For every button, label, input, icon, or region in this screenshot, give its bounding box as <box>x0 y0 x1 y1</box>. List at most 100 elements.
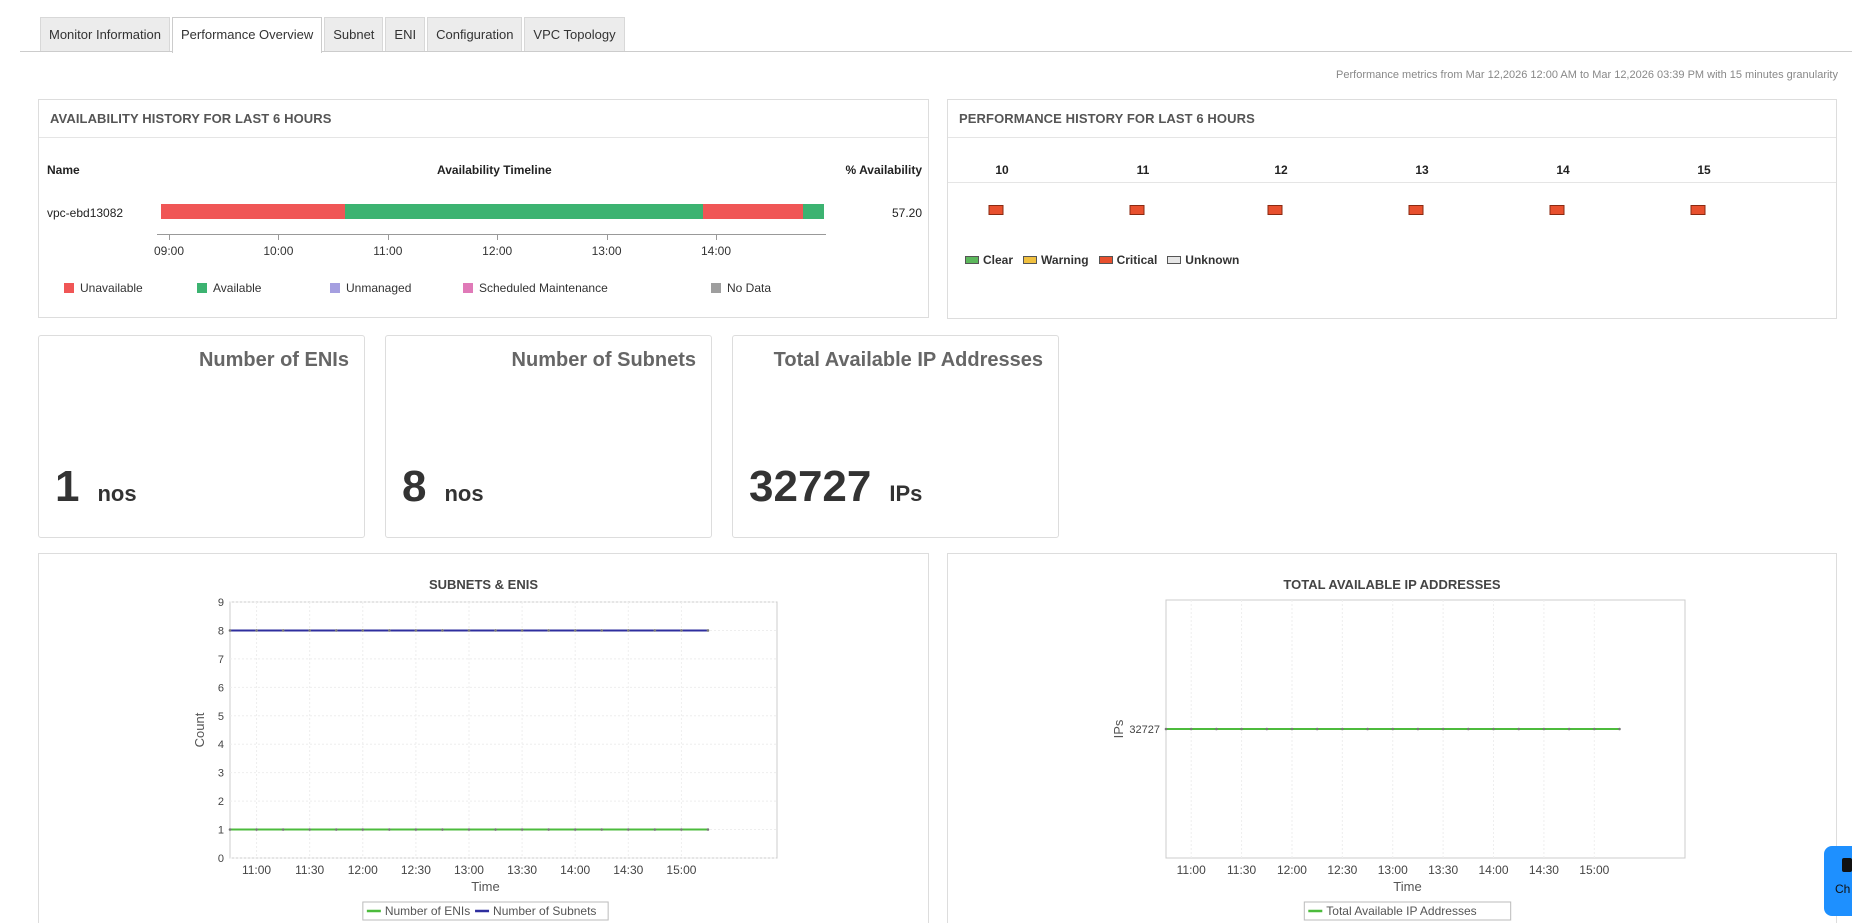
timeline-segment-unavailable[interactable] <box>161 204 345 219</box>
x-tick-label: 14:30 <box>1529 863 1559 877</box>
tab-bar: Monitor Information Performance Overview S… <box>20 16 1852 53</box>
kpi-title: Number of ENIs <box>198 349 349 371</box>
x-tick-label: 12:00 <box>348 863 378 877</box>
data-point <box>1215 727 1218 731</box>
tab-eni[interactable]: ENI <box>385 17 426 51</box>
data-point <box>653 828 657 831</box>
data-point <box>1416 727 1420 731</box>
legend-label: No Data <box>727 281 772 295</box>
kpi-number: 32727 <box>749 462 872 511</box>
legend-label: Number of ENIs <box>385 904 470 918</box>
x-tick-label: 13:30 <box>507 863 537 877</box>
chart-title: TOTAL AVAILABLE IP ADDRESSES <box>1283 577 1501 592</box>
legend-item-scheduled-maintenance[interactable]: Scheduled Maintenance <box>463 281 608 295</box>
ip-addresses-chart: 32727 11:00 11:30 12:00 12:30 13:00 13:30 14:00… <box>1111 599 1686 921</box>
timeline-segment-unavailable[interactable] <box>702 204 804 219</box>
tab-subnet[interactable]: Subnet <box>324 17 384 51</box>
x-tick-label: 11:30 <box>295 863 324 877</box>
data-point <box>494 629 497 632</box>
data-point <box>1366 727 1369 731</box>
tab-monitor-information[interactable]: Monitor Information <box>40 17 170 51</box>
y-tick-label: 2 <box>218 796 224 808</box>
subnets-enis-chart-panel: SUBNETS & ENIS 0 1 2 3 4 5 6 7 8 9 11:00 11:30 12:00… <box>38 553 929 923</box>
data-point <box>547 629 550 632</box>
data-point <box>467 629 471 632</box>
availability-percent: 57.20 <box>891 206 922 220</box>
data-point <box>1189 727 1193 731</box>
x-tick-label: 14:00 <box>560 863 590 877</box>
data-point <box>1567 727 1571 731</box>
availability-row: vpc-ebd13082 57.20 <box>47 204 922 222</box>
kpi-unit: IPs <box>889 481 923 506</box>
data-point <box>1542 727 1546 731</box>
performance-status-cell[interactable] <box>1408 205 1424 215</box>
y-tick-label: 8 <box>218 625 224 637</box>
legend-swatch <box>965 256 979 264</box>
data-point <box>281 629 285 632</box>
performance-panel-title: PERFORMANCE HISTORY FOR LAST 6 HOURS <box>948 100 1836 138</box>
x-axis-label: Time <box>1393 879 1421 894</box>
timeline-tick <box>497 234 499 240</box>
perf-legend-item-critical: Critical <box>1098 253 1157 267</box>
data-point <box>1618 727 1621 731</box>
data-point <box>653 629 657 632</box>
timeline-segment-available[interactable] <box>344 204 703 219</box>
availability-timeline-bar[interactable] <box>161 204 824 219</box>
perf-legend-item-warning: Warning <box>1023 253 1089 267</box>
chat-button-label: Ch <box>1835 882 1851 896</box>
performance-status-cell[interactable] <box>988 205 1004 215</box>
chart-title: SUBNETS & ENIS <box>428 577 539 592</box>
perf-legend-item-clear: Clear <box>965 253 1013 267</box>
timeline-tick <box>169 234 170 240</box>
chat-button[interactable]: Ch <box>1824 846 1852 916</box>
x-tick-label: 14:30 <box>613 863 643 877</box>
data-point <box>627 629 630 632</box>
data-point <box>228 629 232 632</box>
legend-label: Unknown <box>1185 253 1240 267</box>
legend-label: Clear <box>983 253 1014 267</box>
performance-status-cell[interactable] <box>1690 205 1706 215</box>
y-axis-label: Count <box>192 712 207 747</box>
perf-legend-item-unknown: Unknown <box>1167 253 1239 267</box>
tab-performance-overview[interactable]: Performance Overview <box>172 17 323 53</box>
data-point <box>547 828 550 831</box>
kpi-unit: nos <box>97 481 137 506</box>
legend-swatch <box>197 283 207 293</box>
legend-label: Number of Subnets <box>493 904 596 918</box>
data-point <box>1492 727 1495 731</box>
kpi-card: Number of ENIs 1 nos <box>38 335 365 538</box>
tab-configuration[interactable]: Configuration <box>427 17 523 51</box>
data-point <box>281 828 285 831</box>
performance-hour-label: 11 <box>1136 163 1150 177</box>
x-tick-label: 13:00 <box>454 863 484 877</box>
data-point <box>441 629 444 632</box>
timeline-tick-label: 10:00 <box>263 244 294 258</box>
y-tick-label: 9 <box>218 597 224 609</box>
x-tick-label: 12:00 <box>1277 863 1307 877</box>
legend-item-unavailable[interactable]: Unavailable <box>64 281 143 295</box>
data-point <box>627 828 630 831</box>
x-tick-label: 15:00 <box>1579 863 1609 877</box>
data-point <box>467 828 471 831</box>
kpi-value: 1 nos <box>55 462 137 512</box>
data-point <box>361 828 365 831</box>
performance-status-cell[interactable] <box>1129 205 1145 215</box>
tab-vpc-topology[interactable]: VPC Topology <box>524 17 625 51</box>
timeline-tick <box>387 234 389 240</box>
legend-item-no-data[interactable]: No Data <box>711 281 771 295</box>
performance-hour-label: 10 <box>995 163 1009 177</box>
performance-status-cell[interactable] <box>1549 205 1565 215</box>
legend-item-available[interactable]: Available <box>197 281 261 295</box>
performance-hour-label: 12 <box>1274 163 1288 177</box>
monitor-name[interactable]: vpc-ebd13082 <box>47 206 124 220</box>
data-point <box>680 828 683 831</box>
data-point <box>1265 727 1269 731</box>
legend-swatch <box>330 283 340 293</box>
y-axis-label: IPs <box>1111 719 1126 738</box>
performance-status-cell[interactable] <box>1267 205 1283 215</box>
data-point <box>255 828 258 831</box>
timeline-segment-available[interactable] <box>803 204 824 219</box>
legend-item-unmanaged[interactable]: Unmanaged <box>330 281 411 295</box>
y-tick-label: 4 <box>218 739 224 751</box>
data-point <box>308 828 311 831</box>
